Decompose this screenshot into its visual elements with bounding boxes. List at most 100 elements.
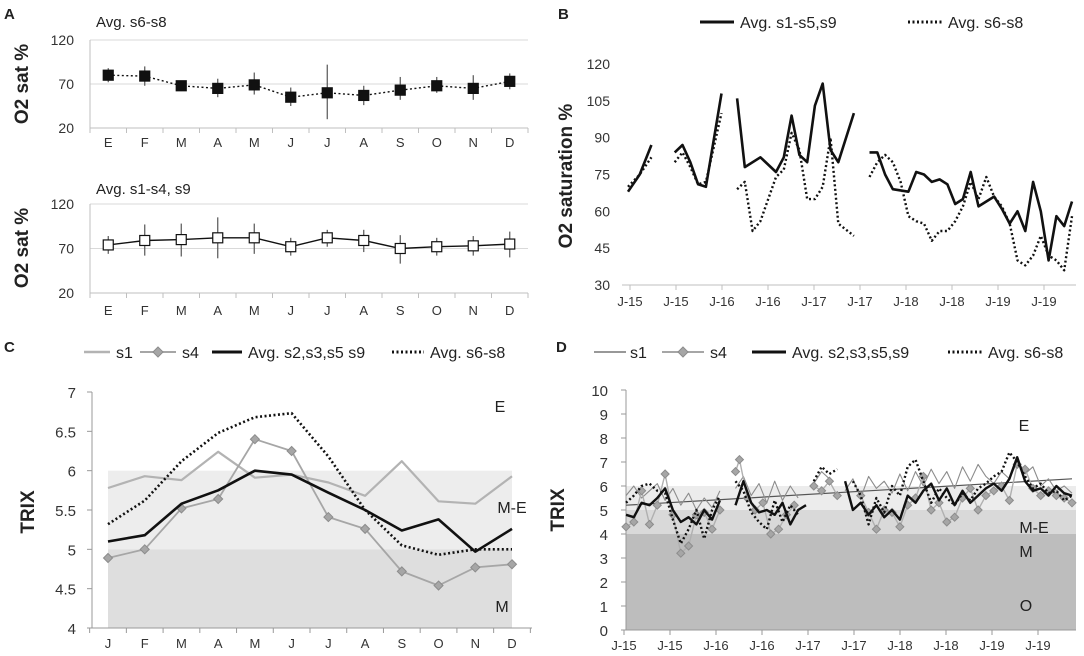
data-point xyxy=(504,75,516,87)
data-point xyxy=(470,562,481,573)
data-point xyxy=(212,232,224,244)
data-point xyxy=(918,471,929,482)
data-point xyxy=(285,241,297,253)
y-tick-label: 60 xyxy=(594,203,610,219)
data-point xyxy=(750,505,760,515)
series-line xyxy=(869,151,1074,262)
y-tick-label: 20 xyxy=(58,285,74,301)
panel-b: Avg. s1-s5,s9 Avg. s6-s8 O2 saturation % 30… xyxy=(556,15,1076,309)
data-point xyxy=(629,517,639,527)
x-tick-label: A xyxy=(361,636,370,651)
x-tick-label: J-18 xyxy=(893,294,918,309)
data-point xyxy=(652,500,663,510)
y-tick-label: 10 xyxy=(591,383,608,400)
x-tick-label: J-19 xyxy=(1031,294,1056,309)
data-point xyxy=(926,505,936,515)
x-tick-label: N xyxy=(471,636,480,651)
series-line xyxy=(108,237,510,250)
series-line xyxy=(625,487,722,526)
x-tick-label: J-15 xyxy=(617,294,642,309)
y-axis-title: O2 sat % xyxy=(12,208,33,288)
data-point xyxy=(621,522,631,532)
data-point xyxy=(824,476,835,486)
data-point xyxy=(358,89,370,102)
series-line xyxy=(673,93,723,189)
y-tick-label: 90 xyxy=(594,130,610,146)
x-tick-label: J-17 xyxy=(801,294,826,309)
x-tick-label: N xyxy=(469,135,478,150)
zone-band xyxy=(108,392,512,471)
zone-label-me: M-E xyxy=(497,500,526,517)
x-tick-label: J-19 xyxy=(979,638,1004,653)
data-point xyxy=(981,490,991,501)
y-tick-label: 120 xyxy=(51,32,75,48)
data-point xyxy=(683,541,694,551)
data-point xyxy=(321,232,333,244)
y-tick-label: 8 xyxy=(600,431,608,448)
y-tick-label: 6.5 xyxy=(55,424,76,441)
data-point xyxy=(359,523,371,535)
legend-label: s4 xyxy=(710,345,727,362)
x-tick-label: J xyxy=(288,135,295,150)
zone-label-o: O xyxy=(1020,598,1032,615)
series-line xyxy=(107,411,512,557)
data-point xyxy=(773,524,784,534)
subchart-title: Avg. s1-s4, s9 xyxy=(96,181,191,198)
legend-label: s4 xyxy=(182,345,199,362)
y-tick-label: 5 xyxy=(600,503,608,520)
x-tick-label: A xyxy=(359,135,368,150)
x-tick-label: J xyxy=(325,636,332,651)
x-tick-label: J-17 xyxy=(841,638,866,653)
x-tick-label: E xyxy=(104,135,113,150)
x-tick-label: J-19 xyxy=(985,294,1010,309)
x-tick-label: J-16 xyxy=(703,638,728,653)
y-tick-label: 1 xyxy=(600,599,608,616)
x-tick-label: J xyxy=(288,303,295,318)
data-point xyxy=(248,232,260,244)
legend-label: Avg. s6-s8 xyxy=(430,345,505,362)
data-point xyxy=(396,566,408,577)
data-point xyxy=(816,486,827,496)
x-tick-label: M xyxy=(176,303,187,318)
series-line xyxy=(844,461,1073,499)
data-point xyxy=(212,82,224,95)
y-tick-label: 70 xyxy=(58,241,74,257)
y-axis-title: O2 saturation % xyxy=(556,104,577,249)
x-tick-label: J-18 xyxy=(939,294,964,309)
series-line xyxy=(734,480,807,526)
series-line xyxy=(625,483,721,511)
y-tick-label: 30 xyxy=(594,277,610,293)
y-axis-title: TRIX xyxy=(548,488,569,532)
data-point xyxy=(139,544,150,555)
x-tick-label: J-17 xyxy=(847,294,872,309)
x-tick-label: M xyxy=(176,636,187,651)
data-point xyxy=(139,70,151,82)
data-point xyxy=(644,519,655,530)
x-tick-label: N xyxy=(469,303,478,318)
series-line xyxy=(868,153,1074,272)
data-point xyxy=(431,241,443,253)
data-point xyxy=(506,559,518,570)
zone-band xyxy=(626,390,1076,486)
data-point xyxy=(1035,490,1046,501)
x-tick-label: E xyxy=(104,303,113,318)
panel-letter-b: B xyxy=(558,6,569,23)
data-point xyxy=(433,580,444,591)
data-point xyxy=(1067,498,1077,508)
x-tick-label: J xyxy=(105,636,112,651)
x-tick-label: F xyxy=(141,135,149,150)
series-line xyxy=(812,465,838,482)
x-tick-label: M xyxy=(249,636,260,651)
series-line xyxy=(108,74,510,98)
series-line xyxy=(851,451,1073,526)
data-point xyxy=(973,505,983,515)
panel-d: E M-E M Os1 s4 Avg. s2,s3,s5,s9 Avg. s6-s8 TRIX… xyxy=(548,345,1077,653)
x-tick-label: J-17 xyxy=(795,638,820,653)
x-tick-label: A xyxy=(359,303,368,318)
x-tick-label: J-15 xyxy=(657,638,682,653)
y-axis-title: TRIX xyxy=(18,490,39,534)
legend-marker-s4 xyxy=(152,346,164,358)
data-point xyxy=(212,493,224,505)
y-tick-label: 45 xyxy=(594,240,610,256)
